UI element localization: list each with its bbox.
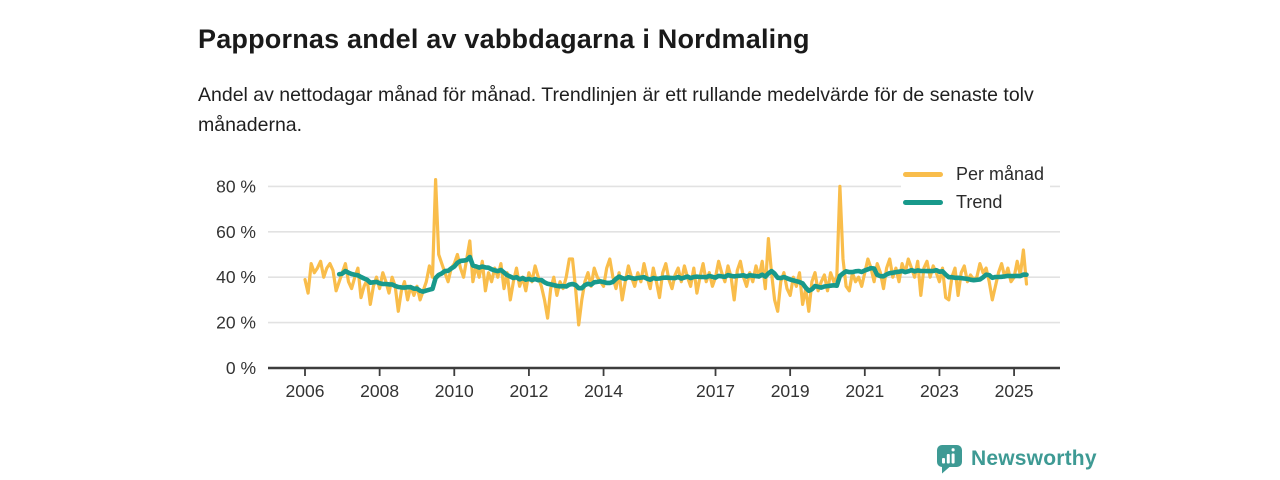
x-tick-label-2008: 2008 [360, 381, 399, 401]
page-title: Pappornas andel av vabbdagarna i Nordmal… [198, 24, 810, 55]
trend-swatch [903, 199, 943, 206]
x-axis [268, 366, 1060, 376]
legend: Per månad Trend [901, 162, 1051, 215]
x-tick-label-2019: 2019 [771, 381, 810, 401]
x-tick-label-2017: 2017 [696, 381, 735, 401]
newsworthy-logo-icon [937, 445, 962, 474]
brand-name: Newsworthy [971, 447, 1097, 470]
newsworthy-brand: Newsworthy [936, 444, 1097, 474]
x-tick-label-2006: 2006 [286, 381, 325, 401]
x-axis-labels: 2006 2008 2010 2012 2014 2017 2019 2021 2023 2025 [286, 381, 1034, 401]
y-axis-labels: 0 % 20 % 40 % 60 % 80 % [216, 176, 256, 378]
y-tick-label-0: 0 % [226, 358, 256, 378]
legend-item-per-manad: Per månad [903, 164, 1044, 185]
x-tick-label-2023: 2023 [920, 381, 959, 401]
x-tick-label-2012: 2012 [509, 381, 548, 401]
legend-label-trend: Trend [956, 192, 1003, 212]
y-tick-label-40: 40 % [216, 267, 256, 287]
x-tick-label-2021: 2021 [845, 381, 884, 401]
y-tick-label-20: 20 % [216, 313, 256, 333]
trend-line [336, 254, 1029, 294]
x-tick-label-2014: 2014 [584, 381, 623, 401]
x-tick-label-2010: 2010 [435, 381, 474, 401]
legend-item-trend: Trend [903, 192, 1044, 213]
chart-subtitle: Andel av nettodagar månad för månad. Tre… [198, 83, 1034, 136]
y-tick-label-80: 80 % [216, 176, 256, 196]
x-tick-label-2025: 2025 [995, 381, 1034, 401]
per-manad-line [303, 178, 1029, 327]
per-manad-swatch [903, 171, 943, 178]
y-tick-label-60: 60 % [216, 222, 256, 242]
legend-label-per-manad: Per månad [956, 164, 1045, 184]
